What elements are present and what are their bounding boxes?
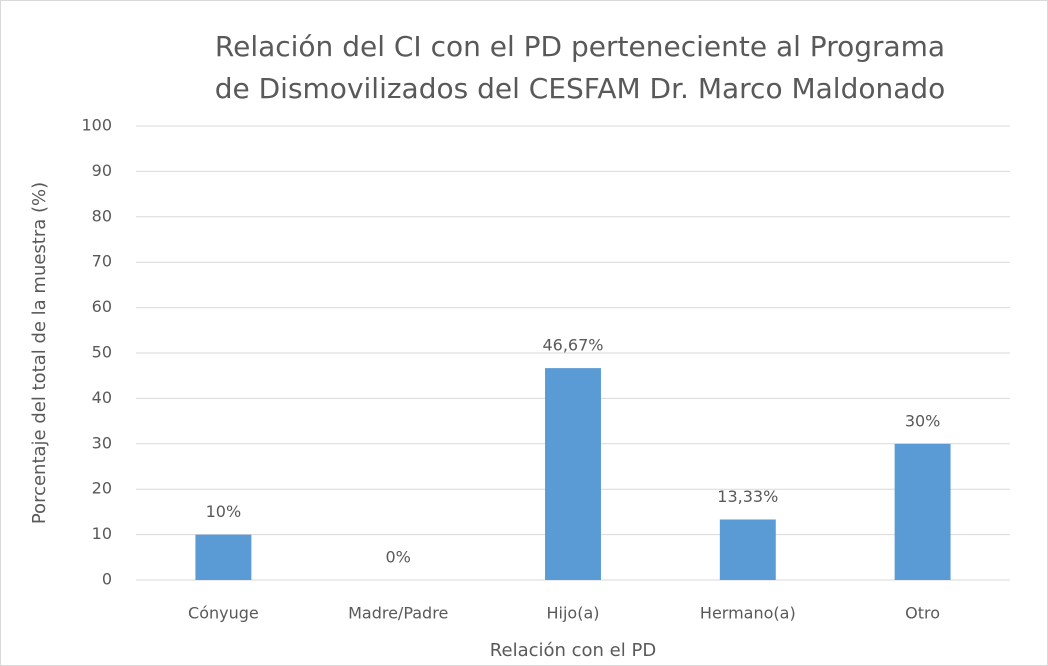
x-axis-title: Relación con el PD — [490, 640, 656, 661]
bar — [545, 368, 601, 580]
y-tick-label: 50 — [92, 343, 112, 362]
y-tick-label: 100 — [81, 116, 112, 135]
bar — [195, 534, 252, 580]
bar — [719, 519, 776, 580]
y-tick-label: 0 — [102, 570, 112, 589]
y-tick-label: 30 — [92, 433, 112, 452]
y-tick-label: 10 — [92, 524, 112, 543]
bar — [894, 443, 951, 580]
y-tick-label: 80 — [92, 206, 112, 225]
data-label: 46,67% — [542, 336, 603, 355]
y-axis-title: Porcentaje del total de la muestra (%) — [29, 182, 50, 524]
chart-title: de Dismovilizados del CESFAM Dr. Marco M… — [215, 72, 946, 105]
x-tick-label: Hijo(a) — [547, 604, 600, 623]
data-label: 13,33% — [717, 487, 778, 506]
x-tick-label: Otro — [905, 604, 940, 623]
data-label: 10% — [206, 502, 242, 521]
chart-title: Relación del CI con el PD perteneciente … — [215, 30, 945, 63]
x-tick-label: Madre/Padre — [348, 604, 448, 623]
y-tick-label: 90 — [92, 161, 112, 180]
y-tick-label: 20 — [92, 479, 112, 498]
y-tick-label: 70 — [92, 252, 112, 271]
x-tick-label: Cónyuge — [188, 604, 259, 623]
x-tick-label: Hermano(a) — [700, 604, 796, 623]
y-tick-label: 40 — [92, 388, 112, 407]
data-label: 0% — [386, 548, 411, 567]
y-tick-label: 60 — [92, 297, 112, 316]
data-label: 30% — [905, 411, 941, 430]
